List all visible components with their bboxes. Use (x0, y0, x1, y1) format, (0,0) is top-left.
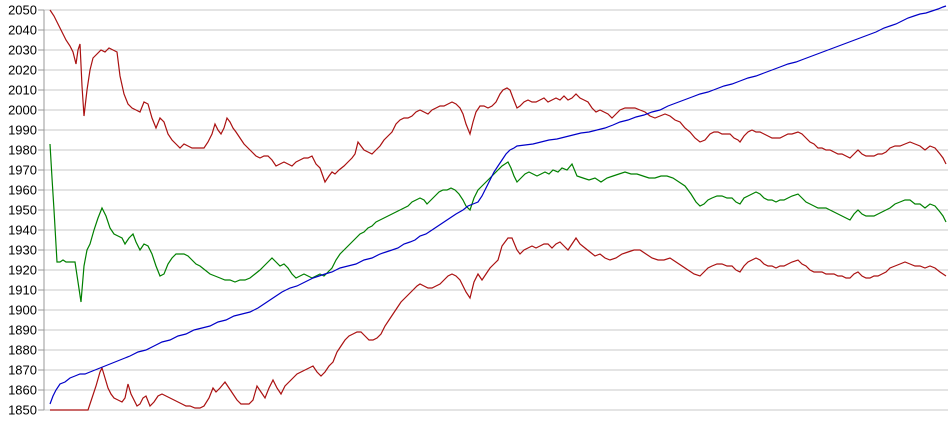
y-tick-label: 2020 (8, 63, 37, 78)
y-tick-label: 1860 (8, 383, 37, 398)
series-line-rating-green (49, 143, 947, 303)
y-tick-label: 1950 (8, 203, 37, 218)
y-tick-label: 1890 (8, 323, 37, 338)
y-tick-label: 1920 (8, 263, 37, 278)
y-tick-label: 2050 (8, 3, 37, 18)
y-tick-label: 1880 (8, 343, 37, 358)
y-tick-label: 1850 (8, 403, 37, 418)
y-tick-label: 2000 (8, 103, 37, 118)
y-tick-label: 1970 (8, 163, 37, 178)
y-tick-label: 1870 (8, 363, 37, 378)
y-tick-label: 1990 (8, 123, 37, 138)
y-tick-label: 2010 (8, 83, 37, 98)
y-tick-label: 2030 (8, 43, 37, 58)
y-tick-label: 1960 (8, 183, 37, 198)
y-tick-label: 1930 (8, 243, 37, 258)
y-tick-label: 1940 (8, 223, 37, 238)
y-tick-label: 1900 (8, 303, 37, 318)
y-tick-label: 1980 (8, 143, 37, 158)
y-tick-label: 1910 (8, 283, 37, 298)
y-tick-label: 2040 (8, 23, 37, 38)
series-line-lower-band-red (50, 236, 947, 411)
series-line-upper-band-red (49, 9, 947, 184)
series-line-trend-blue (49, 5, 947, 405)
